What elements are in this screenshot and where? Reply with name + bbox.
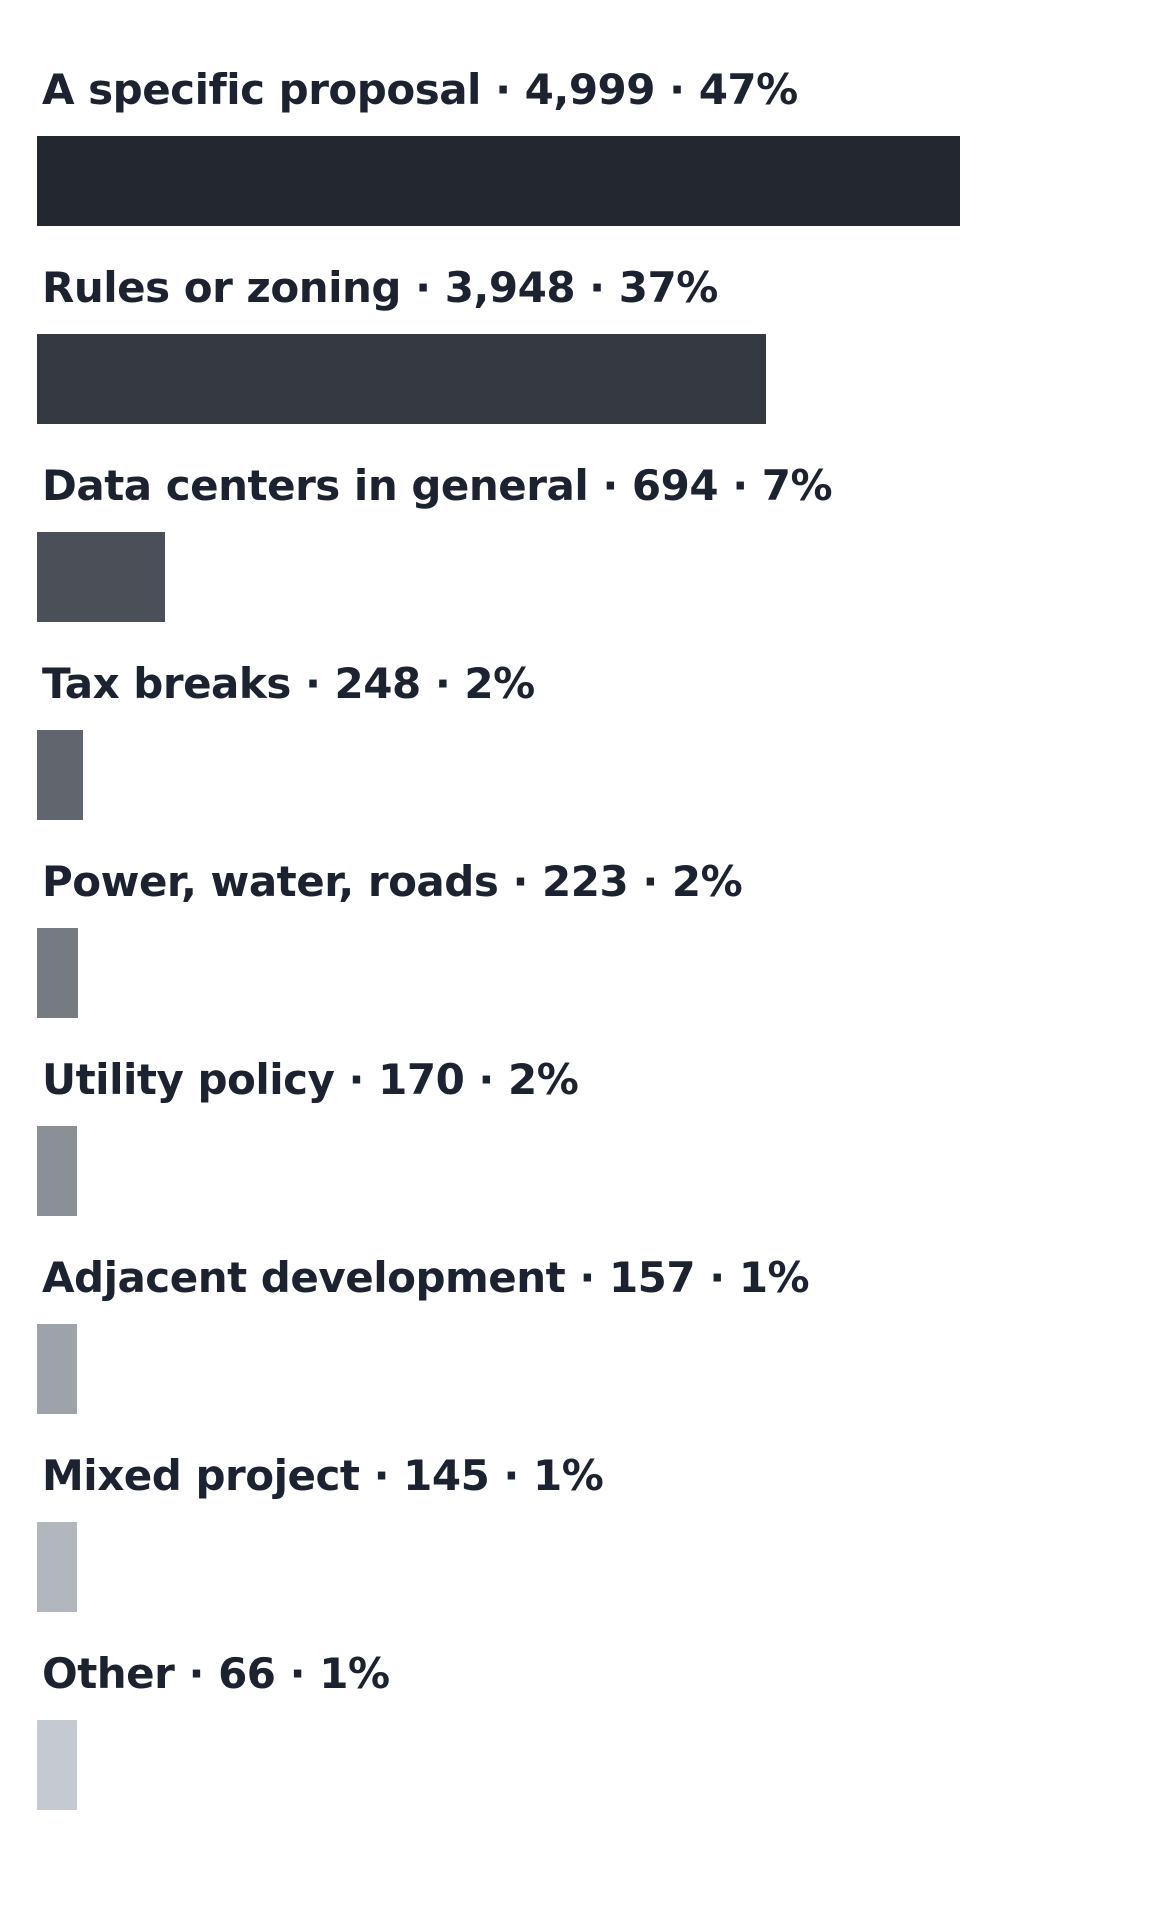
bar [37,928,78,1018]
bar-row: Tax breaks · 248 · 2% [0,656,1170,854]
bar-label: Rules or zoning · 3,948 · 37% [42,263,718,312]
bar [37,334,766,424]
bar [37,1324,77,1414]
bar-row: Power, water, roads · 223 · 2% [0,854,1170,1052]
bar [37,1720,77,1810]
bar-row: Mixed project · 145 · 1% [0,1448,1170,1646]
bar-row: Utility policy · 170 · 2% [0,1052,1170,1250]
bar [37,1126,77,1216]
bar-label: Mixed project · 145 · 1% [42,1451,604,1500]
bar-row: Data centers in general · 694 · 7% [0,458,1170,656]
bar-label: Adjacent development · 157 · 1% [42,1253,810,1302]
bar-row: Other · 66 · 1% [0,1646,1170,1844]
bar-label: Utility policy · 170 · 2% [42,1055,579,1104]
bar-label: Data centers in general · 694 · 7% [42,461,833,510]
bar-row: A specific proposal · 4,999 · 47% [0,62,1170,260]
bar-row: Rules or zoning · 3,948 · 37% [0,260,1170,458]
bar [37,532,165,622]
bar-row: Adjacent development · 157 · 1% [0,1250,1170,1448]
bar-label: Tax breaks · 248 · 2% [42,659,535,708]
bar-label: A specific proposal · 4,999 · 47% [42,65,798,114]
bar [37,1522,77,1612]
bar [37,136,960,226]
bar-label: Other · 66 · 1% [42,1649,390,1698]
bar-label: Power, water, roads · 223 · 2% [42,857,743,906]
bar [37,730,83,820]
